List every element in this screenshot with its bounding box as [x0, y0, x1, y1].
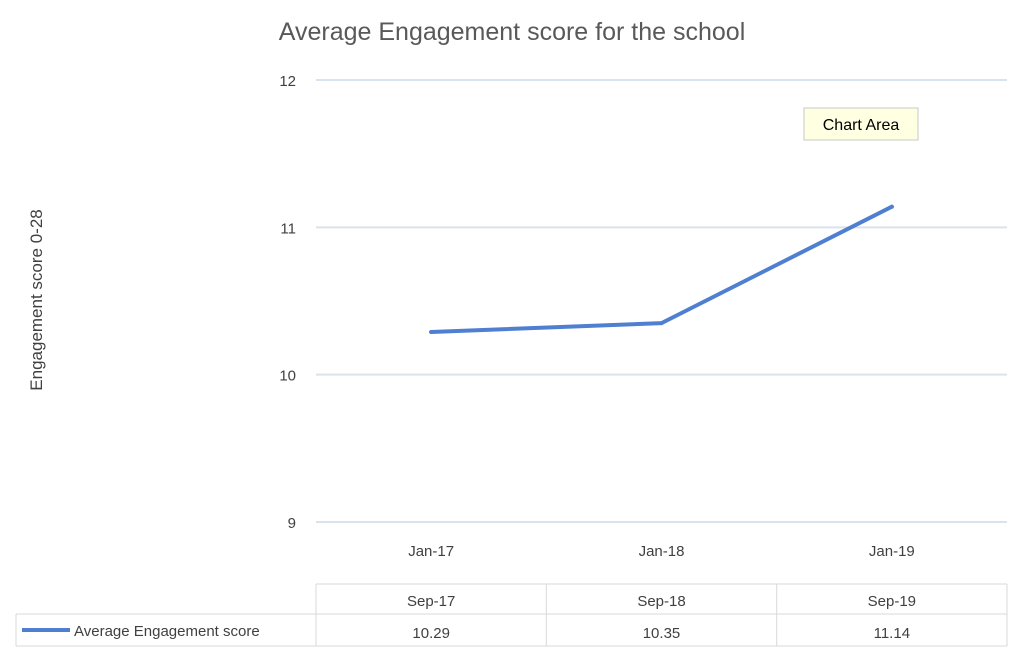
x-tick-label: Jan-17 [408, 543, 454, 560]
tooltip-label: Chart Area [823, 117, 900, 134]
x-tick-label: Jan-18 [639, 543, 685, 560]
table-header-cell: Sep-17 [407, 593, 455, 610]
table-value-cell: 11.14 [874, 625, 910, 642]
y-tick-label: 11 [280, 220, 296, 237]
table-value-cell: 10.29 [412, 625, 450, 642]
data-point[interactable] [889, 204, 894, 209]
series-name-label: Average Engagement score [74, 623, 260, 640]
table-header-cell: Sep-18 [637, 593, 685, 610]
data-point[interactable] [659, 321, 664, 326]
y-axis-ticks: 9 10 11 12 [279, 73, 296, 532]
y-tick-label: 10 [279, 368, 296, 385]
series-line[interactable] [429, 204, 894, 334]
y-tick-label: 9 [288, 515, 296, 532]
y-axis-label: Engagement score 0-28 [27, 209, 46, 390]
chart-title: Average Engagement score for the school [279, 18, 746, 46]
data-point[interactable] [429, 329, 434, 334]
x-axis-ticks: Jan-17 Jan-18 Jan-19 [408, 543, 915, 560]
data-table: Sep-17 Sep-18 Sep-19 Average Engagement sco… [15, 583, 1008, 647]
table-value-cell: 10.35 [643, 625, 681, 642]
x-tick-label: Jan-19 [869, 543, 915, 560]
chart-area-tooltip: Chart Area [803, 107, 919, 141]
tooltip-box [803, 107, 919, 141]
series-layer [429, 204, 894, 334]
y-tick-label: 12 [279, 73, 296, 90]
gridlines [316, 79, 1007, 523]
table-header-cell: Sep-19 [868, 593, 916, 610]
